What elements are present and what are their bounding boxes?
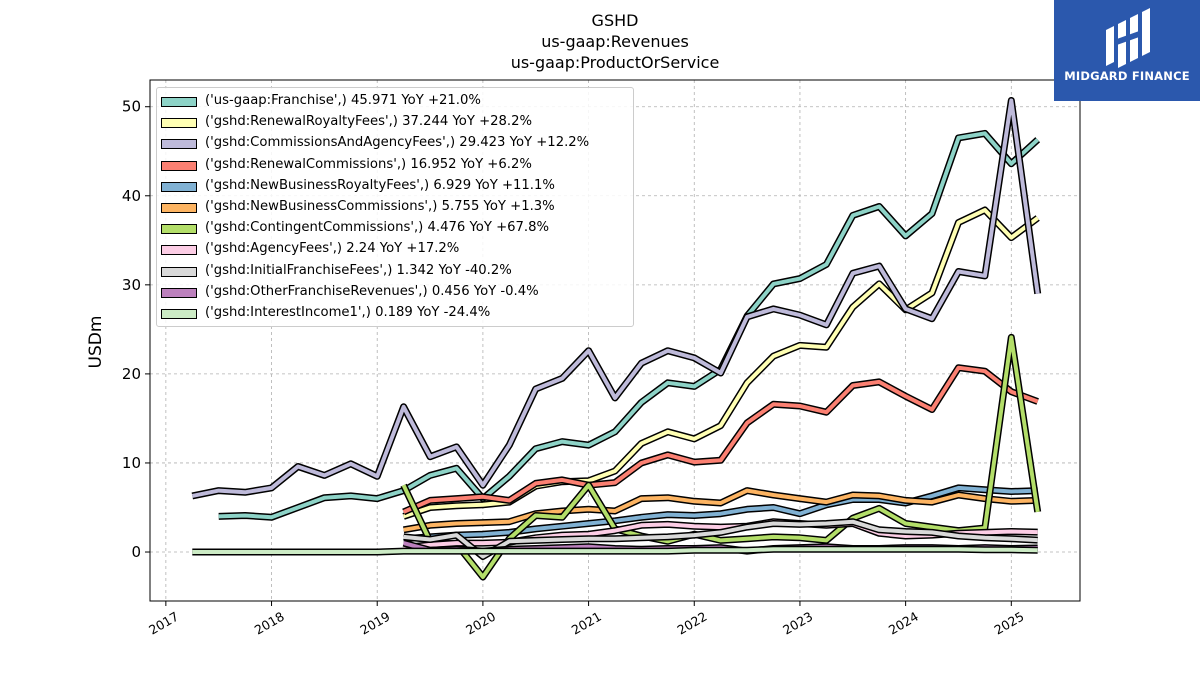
- legend-label: ('gshd:AgencyFees',) 2.24 YoY +17.2%: [205, 241, 460, 257]
- x-tick-label: 2020: [463, 609, 498, 638]
- legend-swatch: [161, 139, 197, 150]
- legend-item: ('gshd:NewBusinessCommissions',) 5.755 Y…: [157, 198, 633, 219]
- x-tick-label: 2023: [780, 609, 815, 638]
- series-stroke: [403, 485, 1038, 541]
- series-line-10: [192, 545, 1038, 556]
- legend-swatch: [161, 203, 197, 213]
- legend-item: ('gshd:NewBusinessRoyaltyFees',) 6.929 Y…: [157, 177, 633, 198]
- series-line-3: [402, 364, 1039, 516]
- x-tick-label: 2017: [146, 609, 181, 638]
- legend-label: ('gshd:NewBusinessRoyaltyFees',) 6.929 Y…: [205, 177, 555, 193]
- legend-item: ('gshd:AgencyFees',) 2.24 YoY +17.2%: [157, 240, 633, 261]
- series-stroke: [403, 519, 1038, 559]
- midgard-logo-icon: [1106, 8, 1150, 68]
- legend-label: ('gshd:CommissionsAndAgencyFees',) 29.42…: [205, 135, 590, 151]
- legend-item: ('gshd:CommissionsAndAgencyFees',) 29.42…: [157, 134, 633, 155]
- plot-frame: [149, 79, 1081, 602]
- legend-item: ('gshd:InterestIncome1',) 0.189 YoY -24.…: [157, 304, 633, 325]
- legend-swatch: [161, 309, 197, 319]
- legend-item: ('gshd:RenewalCommissions',) 16.952 YoY …: [157, 156, 633, 177]
- series-line-2: [191, 97, 1042, 500]
- legend-label: ('us-gaap:Franchise',) 45.971 YoY +21.0%: [205, 93, 481, 108]
- logo-text: MIDGARD FINANCE: [1064, 69, 1190, 83]
- legend-label: ('gshd:OtherFranchiseRevenues',) 0.456 Y…: [205, 283, 539, 299]
- legend-item: ('us-gaap:Franchise',) 45.971 YoY +21.0%: [157, 92, 633, 113]
- chart-legend: ('us-gaap:Franchise',) 45.971 YoY +21.0%…: [156, 87, 634, 327]
- y-tick-label: 50: [122, 98, 141, 116]
- series-line-8: [403, 518, 1038, 560]
- legend-label: ('gshd:NewBusinessCommissions',) 5.755 Y…: [205, 199, 555, 214]
- legend-item: ('gshd:RenewalRoyaltyFees',) 37.244 YoY …: [157, 113, 633, 134]
- legend-swatch: [161, 266, 197, 277]
- legend-label: ('gshd:InitialFranchiseFees',) 1.342 YoY…: [205, 262, 512, 278]
- series-stroke: [191, 98, 1040, 498]
- legend-item: ('gshd:InitialFranchiseFees',) 1.342 YoY…: [157, 262, 633, 283]
- y-tick-label: 20: [122, 365, 141, 383]
- legend-swatch: [161, 245, 197, 256]
- legend-label: ('gshd:RenewalRoyaltyFees',) 37.244 YoY …: [205, 114, 533, 130]
- series-stroke: [192, 547, 1038, 554]
- chart-subtitle-2: us-gaap:ProductOrService: [510, 53, 720, 72]
- legend-swatch: [161, 181, 197, 192]
- x-tick-label: 2021: [569, 609, 604, 638]
- legend-label: ('gshd:ContingentCommissions',) 4.476 Yo…: [205, 220, 550, 236]
- series-line-4: [403, 484, 1038, 543]
- chart-title: GSHD: [591, 11, 639, 30]
- midgard-finance-logo: MIDGARD FINANCE: [1054, 0, 1200, 101]
- y-tick-label: 40: [122, 187, 141, 205]
- chart-subtitle-1: us-gaap:Revenues: [541, 32, 689, 51]
- series-stroke: [218, 131, 1040, 520]
- y-axis-label: USDm: [86, 316, 106, 369]
- series-line-0: [218, 129, 1041, 521]
- legend-swatch: [161, 287, 197, 298]
- x-tick-label: 2019: [357, 609, 392, 638]
- legend-swatch: [161, 118, 197, 129]
- x-tick-label: 2024: [886, 609, 921, 638]
- series-stroke: [403, 488, 1038, 532]
- legend-label: ('gshd:InterestIncome1',) 0.189 YoY -24.…: [205, 305, 491, 320]
- x-tick-label: 2025: [992, 609, 1027, 638]
- legend-item: ('gshd:OtherFranchiseRevenues',) 0.456 Y…: [157, 283, 633, 304]
- x-tick-label: 2022: [674, 609, 709, 638]
- legend-swatch: [161, 97, 197, 107]
- series-layer: [191, 97, 1042, 581]
- legend-label: ('gshd:RenewalCommissions',) 16.952 YoY …: [205, 156, 532, 172]
- legend-swatch: [161, 160, 197, 171]
- x-tick-label: 2018: [252, 609, 287, 638]
- series-stroke: [402, 365, 1039, 514]
- y-tick-label: 10: [122, 454, 141, 472]
- series-line-5: [403, 487, 1038, 534]
- y-tick-label: 0: [131, 543, 141, 561]
- legend-item: ('gshd:ContingentCommissions',) 4.476 Yo…: [157, 219, 633, 240]
- legend-swatch: [161, 224, 197, 235]
- y-tick-label: 30: [122, 276, 141, 294]
